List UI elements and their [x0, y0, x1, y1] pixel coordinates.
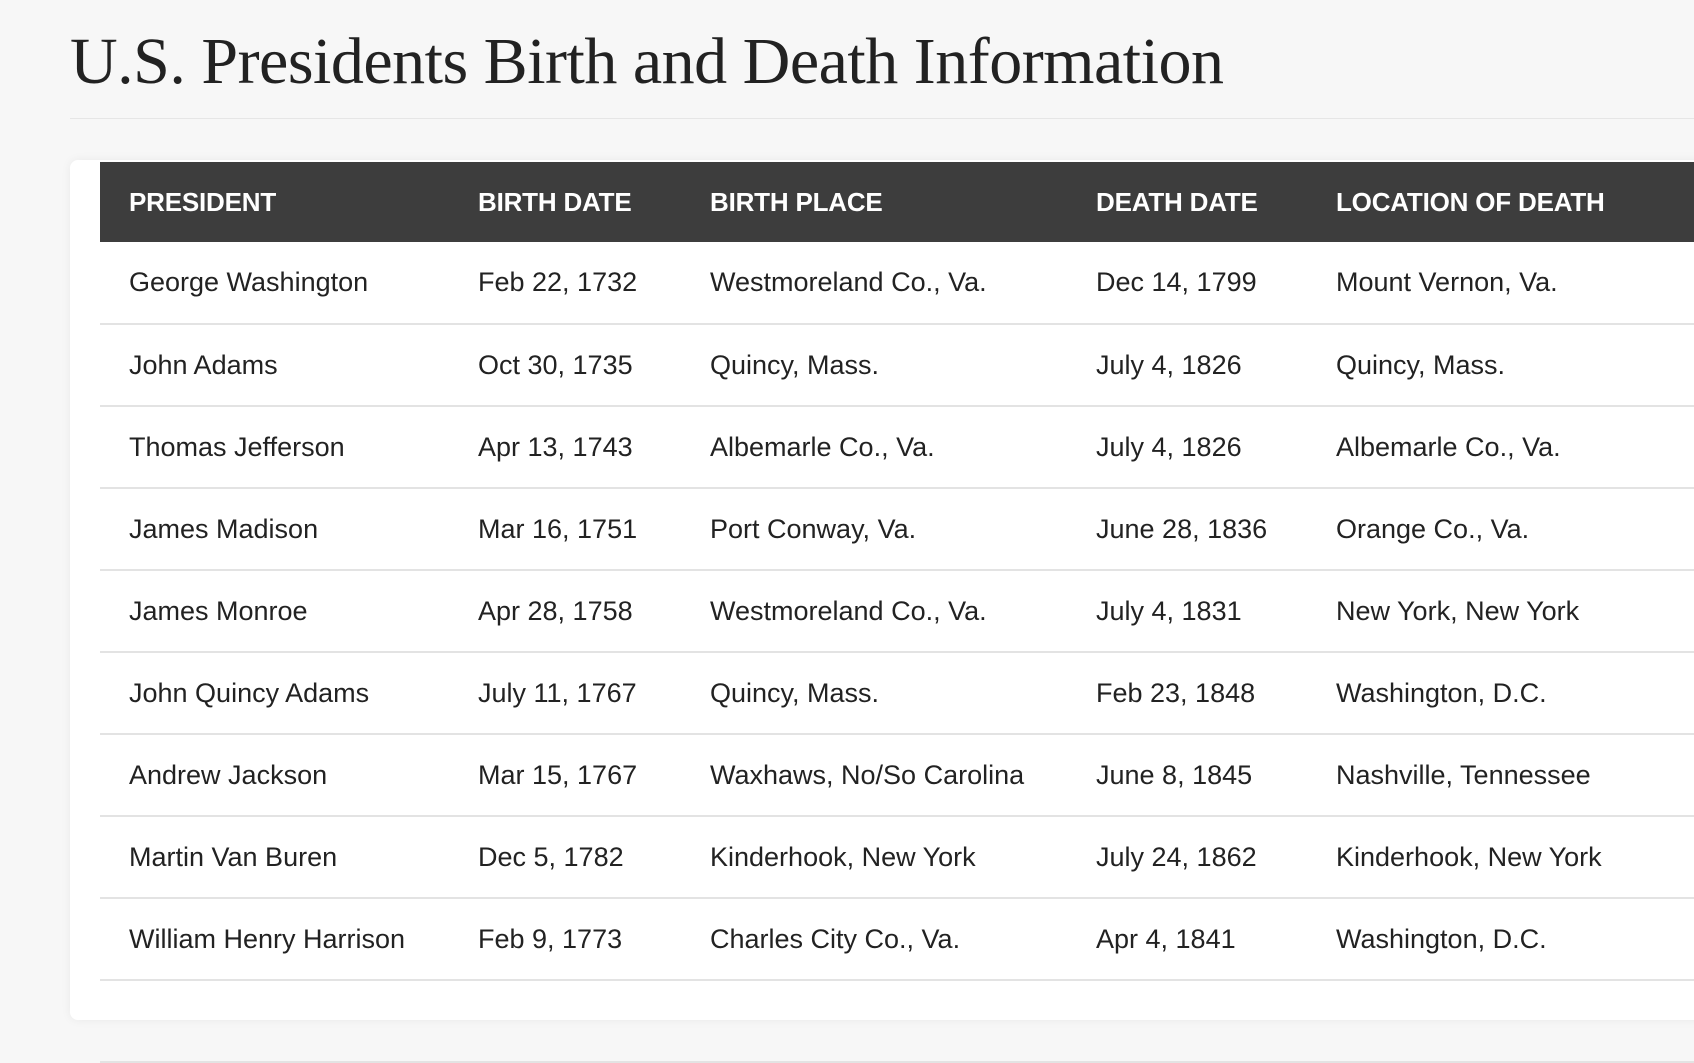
president-link[interactable]: William Henry Harrison	[129, 923, 406, 954]
president-cell: George Washington	[100, 242, 449, 325]
birth-place-cell: Port Conway, Va.	[681, 488, 1067, 571]
birth-place-link[interactable]: Waxhaws, No/So Carolina	[710, 759, 1025, 790]
page-title: U.S. Presidents Birth and Death Informat…	[70, 25, 1224, 98]
birth-place-cell: Albemarle Co., Va.	[681, 406, 1067, 489]
birth-date-cell: Feb 9, 1773	[449, 898, 681, 981]
table-header-row: PRESIDENT BIRTH DATE BIRTH PLACE DEATH D…	[100, 162, 1694, 242]
birth-place-cell: Charles City Co., Va.	[681, 898, 1067, 981]
location-of-death-cell: Mount Vernon, Va.	[1307, 242, 1694, 325]
table-row: Martin Van Buren Dec 5, 1782 Kinderhook,…	[100, 816, 1694, 899]
location-of-death-cell	[1307, 980, 1694, 1063]
birth-date-cell: Feb 22, 1732	[449, 242, 681, 325]
birth-place-link[interactable]: Charles City Co., Va.	[710, 923, 961, 954]
president-cell	[100, 980, 449, 1063]
president-cell: Martin Van Buren	[100, 816, 449, 899]
page-header: U.S. Presidents Birth and Death Informat…	[70, 0, 1694, 119]
death-date-cell: Apr 4, 1841	[1067, 898, 1307, 981]
column-header-death-date: DEATH DATE	[1096, 186, 1258, 217]
birth-place-cell: Quincy, Mass.	[681, 324, 1067, 407]
death-date-cell	[1067, 980, 1307, 1063]
birth-place-link[interactable]: Albemarle Co., Va.	[710, 431, 935, 462]
birth-place-link[interactable]: Quincy, Mass.	[710, 677, 880, 708]
president-link[interactable]: James Madison	[129, 513, 319, 544]
death-date-cell: July 4, 1826	[1067, 324, 1307, 407]
birth-place-cell	[681, 980, 1067, 1063]
president-cell: John Quincy Adams	[100, 652, 449, 735]
table-row: George Washington Feb 22, 1732 Westmorel…	[100, 242, 1694, 325]
birth-place-link[interactable]: Quincy, Mass.	[710, 349, 880, 380]
location-of-death-cell: Quincy, Mass.	[1307, 324, 1694, 407]
birth-place-cell: Quincy, Mass.	[681, 652, 1067, 735]
birth-place-cell: Westmoreland Co., Va.	[681, 242, 1067, 325]
birth-place-link[interactable]: Westmoreland Co., Va.	[710, 595, 987, 626]
death-date-cell: July 4, 1826	[1067, 406, 1307, 489]
death-date-cell: Feb 23, 1848	[1067, 652, 1307, 735]
birth-date-cell	[449, 980, 681, 1063]
table-row: James Madison Mar 16, 1751 Port Conway, …	[100, 488, 1694, 571]
table-row: Thomas Jefferson Apr 13, 1743 Albemarle …	[100, 406, 1694, 489]
death-date-cell: July 24, 1862	[1067, 816, 1307, 899]
death-date-cell: Dec 14, 1799	[1067, 242, 1307, 325]
birth-place-link[interactable]: Westmoreland Co., Va.	[710, 267, 987, 297]
birth-place-cell: Waxhaws, No/So Carolina	[681, 734, 1067, 817]
location-of-death-cell: Orange Co., Va.	[1307, 488, 1694, 571]
column-header-president: PRESIDENT	[129, 186, 277, 217]
column-header-location-of-death: LOCATION OF DEATH	[1336, 186, 1605, 217]
birth-date-cell: Apr 13, 1743	[449, 406, 681, 489]
location-of-death-cell: New York, New York	[1307, 570, 1694, 653]
location-of-death-cell: Kinderhook, New York	[1307, 816, 1694, 899]
president-cell: William Henry Harrison	[100, 898, 449, 981]
president-cell: John Adams	[100, 324, 449, 407]
birth-date-cell: Dec 5, 1782	[449, 816, 681, 899]
location-of-death-cell: Albemarle Co., Va.	[1307, 406, 1694, 489]
birth-date-cell: Oct 30, 1735	[449, 324, 681, 407]
birth-place-cell: Westmoreland Co., Va.	[681, 570, 1067, 653]
president-cell: Andrew Jackson	[100, 734, 449, 817]
location-of-death-cell: Washington, D.C.	[1307, 898, 1694, 981]
birth-date-cell: Mar 16, 1751	[449, 488, 681, 571]
table-row: John Adams Oct 30, 1735 Quincy, Mass. Ju…	[100, 324, 1694, 407]
death-date-cell: July 4, 1831	[1067, 570, 1307, 653]
president-link[interactable]: Martin Van Buren	[129, 841, 338, 872]
column-header-birth-place: BIRTH PLACE	[710, 186, 883, 217]
birth-place-cell: Kinderhook, New York	[681, 816, 1067, 899]
president-cell: Thomas Jefferson	[100, 406, 449, 489]
president-link[interactable]: John Adams	[129, 349, 278, 380]
table-row: William Henry Harrison Feb 9, 1773 Charl…	[100, 898, 1694, 981]
table-row: James Monroe Apr 28, 1758 Westmoreland C…	[100, 570, 1694, 653]
birth-date-cell: July 11, 1767	[449, 652, 681, 735]
birth-place-link[interactable]: Port Conway, Va.	[710, 513, 917, 544]
president-link[interactable]: Andrew Jackson	[129, 759, 328, 790]
president-cell: James Madison	[100, 488, 449, 571]
table-row: John Quincy Adams July 11, 1767 Quincy, …	[100, 652, 1694, 735]
president-link[interactable]: James Monroe	[129, 595, 308, 626]
location-of-death-cell: Nashville, Tennessee	[1307, 734, 1694, 817]
birth-place-link[interactable]: Kinderhook, New York	[710, 841, 976, 872]
location-of-death-cell: Washington, D.C.	[1307, 652, 1694, 735]
death-date-cell: June 8, 1845	[1067, 734, 1307, 817]
birth-date-cell: Apr 28, 1758	[449, 570, 681, 653]
president-cell: James Monroe	[100, 570, 449, 653]
table-row	[100, 980, 1694, 1063]
president-link[interactable]: John Quincy Adams	[129, 677, 370, 708]
death-date-cell: June 28, 1836	[1067, 488, 1307, 571]
presidents-table: PRESIDENT BIRTH DATE BIRTH PLACE DEATH D…	[100, 162, 1694, 1063]
president-link[interactable]: Thomas Jefferson	[129, 431, 345, 462]
column-header-birth-date: BIRTH DATE	[478, 186, 632, 217]
president-link[interactable]: George Washington	[129, 267, 369, 297]
table-card: PRESIDENT BIRTH DATE BIRTH PLACE DEATH D…	[70, 160, 1694, 1063]
birth-date-cell: Mar 15, 1767	[449, 734, 681, 817]
table-row: Andrew Jackson Mar 15, 1767 Waxhaws, No/…	[100, 734, 1694, 817]
